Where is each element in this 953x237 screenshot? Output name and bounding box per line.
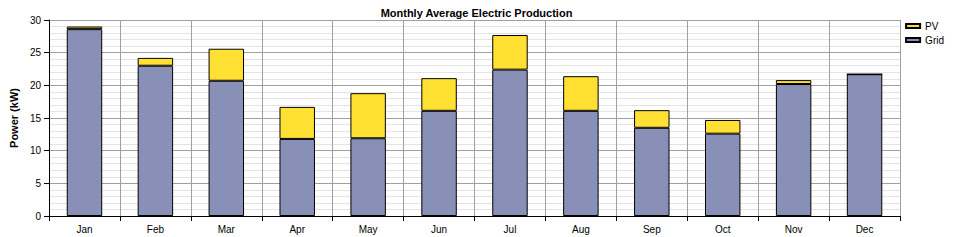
svg-text:Sep: Sep xyxy=(643,224,661,235)
svg-text:Jul: Jul xyxy=(504,224,517,235)
svg-text:Oct: Oct xyxy=(715,224,731,235)
svg-text:Aug: Aug xyxy=(572,224,590,235)
svg-text:Nov: Nov xyxy=(785,224,803,235)
svg-text:PV: PV xyxy=(925,21,939,32)
svg-text:Grid: Grid xyxy=(925,35,944,46)
svg-text:May: May xyxy=(359,224,378,235)
svg-text:15: 15 xyxy=(30,113,42,124)
svg-text:Power (kW): Power (kW) xyxy=(8,88,20,148)
svg-text:10: 10 xyxy=(30,145,42,156)
svg-text:Jun: Jun xyxy=(431,224,447,235)
svg-text:Jan: Jan xyxy=(76,224,92,235)
svg-text:Monthly Average Electric Produ: Monthly Average Electric Production xyxy=(381,7,573,19)
svg-text:Mar: Mar xyxy=(218,224,236,235)
svg-text:25: 25 xyxy=(30,47,42,58)
svg-text:30: 30 xyxy=(30,15,42,26)
svg-text:Feb: Feb xyxy=(147,224,165,235)
svg-text:Dec: Dec xyxy=(856,224,874,235)
svg-text:20: 20 xyxy=(30,80,42,91)
svg-text:5: 5 xyxy=(35,178,41,189)
svg-text:Apr: Apr xyxy=(289,224,305,235)
svg-text:0: 0 xyxy=(35,211,41,222)
